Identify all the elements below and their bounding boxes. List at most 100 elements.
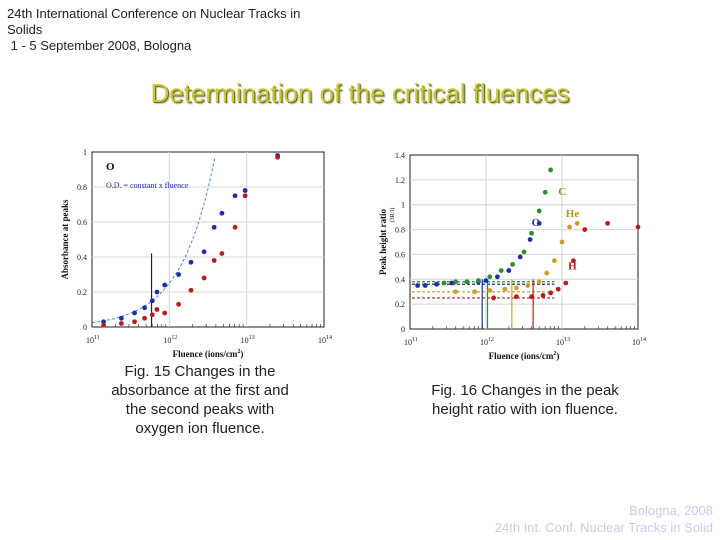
fig16-y-axis-label-sup: (3R/I): [389, 208, 396, 223]
fig15-annotation-O: O: [106, 161, 115, 173]
fig15-point-second-peak: [232, 224, 238, 230]
fig15-y-tick-label: 1: [83, 148, 87, 157]
conference-line-1: 24th International Conference on Nuclear…: [7, 6, 301, 21]
fig16-x-tick-label: 1014: [632, 337, 646, 347]
fig16-point-c: [453, 279, 458, 285]
fig15-point-first-peak: [201, 249, 207, 255]
fig16-point-c: [529, 230, 534, 236]
figure-16-caption: Fig. 16 Changes in the peak height ratio…: [431, 382, 619, 418]
fig16-point-o: [434, 281, 439, 287]
fig15-point-first-peak: [232, 193, 238, 199]
fig16-y-tick-label: 1.2: [395, 176, 405, 185]
fig16-y-tick-label: 0.4: [395, 275, 405, 284]
fig16-y-tick-label: 0.8: [395, 226, 405, 235]
fig16-y-tick-label: 1.4: [395, 151, 405, 160]
fig16-point-h: [555, 286, 561, 292]
fig15-point-second-peak: [149, 312, 155, 318]
fig16-point-o: [422, 283, 428, 288]
fig15-plot-frame: [91, 151, 325, 328]
fig16-y-tick-label: 0.2: [395, 300, 405, 309]
fig15-x-tick-label: 1013: [241, 335, 255, 345]
fig16-point-h: [582, 227, 588, 232]
fig16-point-o: [506, 268, 512, 273]
fig16-point-h: [540, 293, 546, 298]
fig16-point-he: [453, 289, 458, 295]
fig15-y-tick-label: 0.8: [77, 183, 87, 192]
fig16-y-tick-label: 0: [401, 325, 405, 334]
fig16-point-o: [527, 237, 533, 242]
fig16-point-he: [502, 286, 508, 292]
fig16-x-tick-label: 1011: [404, 337, 418, 347]
footer: Bologna, 2008 24th Int. Conf. Nuclear Tr…: [495, 502, 713, 536]
conference-line-2: Solids: [7, 22, 43, 37]
fig15-point-first-peak: [118, 315, 124, 321]
fig15-point-second-peak: [118, 321, 124, 326]
fig16-point-he: [552, 258, 557, 264]
fig15-y-tick-label: 0.4: [77, 253, 87, 262]
slide-title: Determination of the critical fluences: [150, 78, 570, 108]
fig15-x-tick-label: 1014: [318, 335, 332, 345]
figure-15-chart: 0 0.2 0.4 0.6 0.8 1 1011 1012 1013 1014 Fluence (i…: [60, 148, 332, 359]
fig15-point-first-peak: [132, 310, 137, 316]
fig15-point-second-peak: [211, 258, 217, 263]
fig15-point-second-peak: [275, 154, 280, 160]
fig16-point-c: [498, 268, 504, 273]
fig15-point-first-peak: [149, 298, 155, 304]
fig16-point-he: [574, 220, 580, 226]
fig15-annotation-od: O.D. = constant x fluence: [106, 181, 189, 190]
fig16-plot-frame: [409, 154, 639, 330]
fig15-point-first-peak: [219, 210, 225, 216]
fig16-series-label-he: He: [566, 208, 580, 220]
fig16-point-he: [514, 285, 519, 291]
fig16-point-o: [536, 220, 542, 226]
fig15-point-second-peak: [219, 251, 225, 256]
fig16-x-tick-label: 1013: [556, 337, 570, 347]
fig16-series-label-h: H: [568, 260, 577, 272]
fig15-point-first-peak: [154, 289, 160, 295]
conference-line-3: 1 - 5 September 2008, Bologna: [7, 38, 192, 53]
fig16-point-c: [542, 189, 548, 195]
fig16-point-c: [476, 278, 481, 283]
fig16-point-c: [487, 274, 493, 280]
fig16-point-o: [449, 280, 455, 286]
fig15-y-tick-label: 0.2: [77, 288, 87, 297]
fig15-point-first-peak: [211, 224, 217, 230]
fig15-point-second-peak: [142, 315, 147, 321]
fig16-point-h: [491, 295, 496, 301]
fig16-point-h: [548, 290, 553, 296]
fig15-point-second-peak: [201, 275, 207, 281]
fig16-point-he: [472, 289, 477, 295]
fig16-point-h: [571, 258, 576, 264]
fig15-point-first-peak: [188, 259, 194, 265]
fig15-y-tick-label: 0: [83, 323, 87, 332]
fig16-point-c: [521, 249, 527, 255]
fig15-point-first-peak: [242, 188, 248, 193]
fig16-point-c: [510, 261, 515, 267]
fig16-point-o: [483, 278, 489, 283]
fig15-x-tick-label: 1012: [163, 335, 177, 345]
fig16-point-he: [487, 288, 493, 293]
fig16-point-h: [529, 294, 534, 300]
fig16-point-h: [605, 220, 610, 226]
fig15-point-first-peak: [101, 319, 106, 325]
fig15-point-second-peak: [188, 287, 194, 293]
footer-line-2: 24th Int. Conf. Nuclear Tracks in Solid: [494, 520, 713, 535]
fig16-point-h: [514, 294, 519, 300]
fig15-y-tick-label: 0.6: [77, 218, 87, 227]
footer-line-1: Bologna, 2008: [629, 503, 713, 518]
fig16-point-c: [441, 280, 447, 286]
fig16-y-axis-label: Peak height ratio: [378, 209, 388, 275]
fig16-point-h: [563, 280, 569, 286]
fig15-y-axis-label: Absorbance at peaks: [60, 199, 70, 280]
figure-15-caption: Fig. 15 Changes in the absorbance at the…: [111, 363, 289, 437]
fig16-point-he: [559, 239, 565, 245]
fig15-point-first-peak: [176, 272, 182, 277]
fig16-point-o: [517, 254, 523, 260]
fig16-point-c: [464, 279, 470, 285]
fig16-point-he: [544, 270, 550, 276]
fig15-point-second-peak: [176, 301, 182, 307]
fig15-point-second-peak: [132, 319, 137, 325]
fig15-point-second-peak: [162, 310, 168, 316]
fig16-point-he: [525, 283, 531, 288]
fig16-series-label-c: C: [558, 186, 566, 198]
